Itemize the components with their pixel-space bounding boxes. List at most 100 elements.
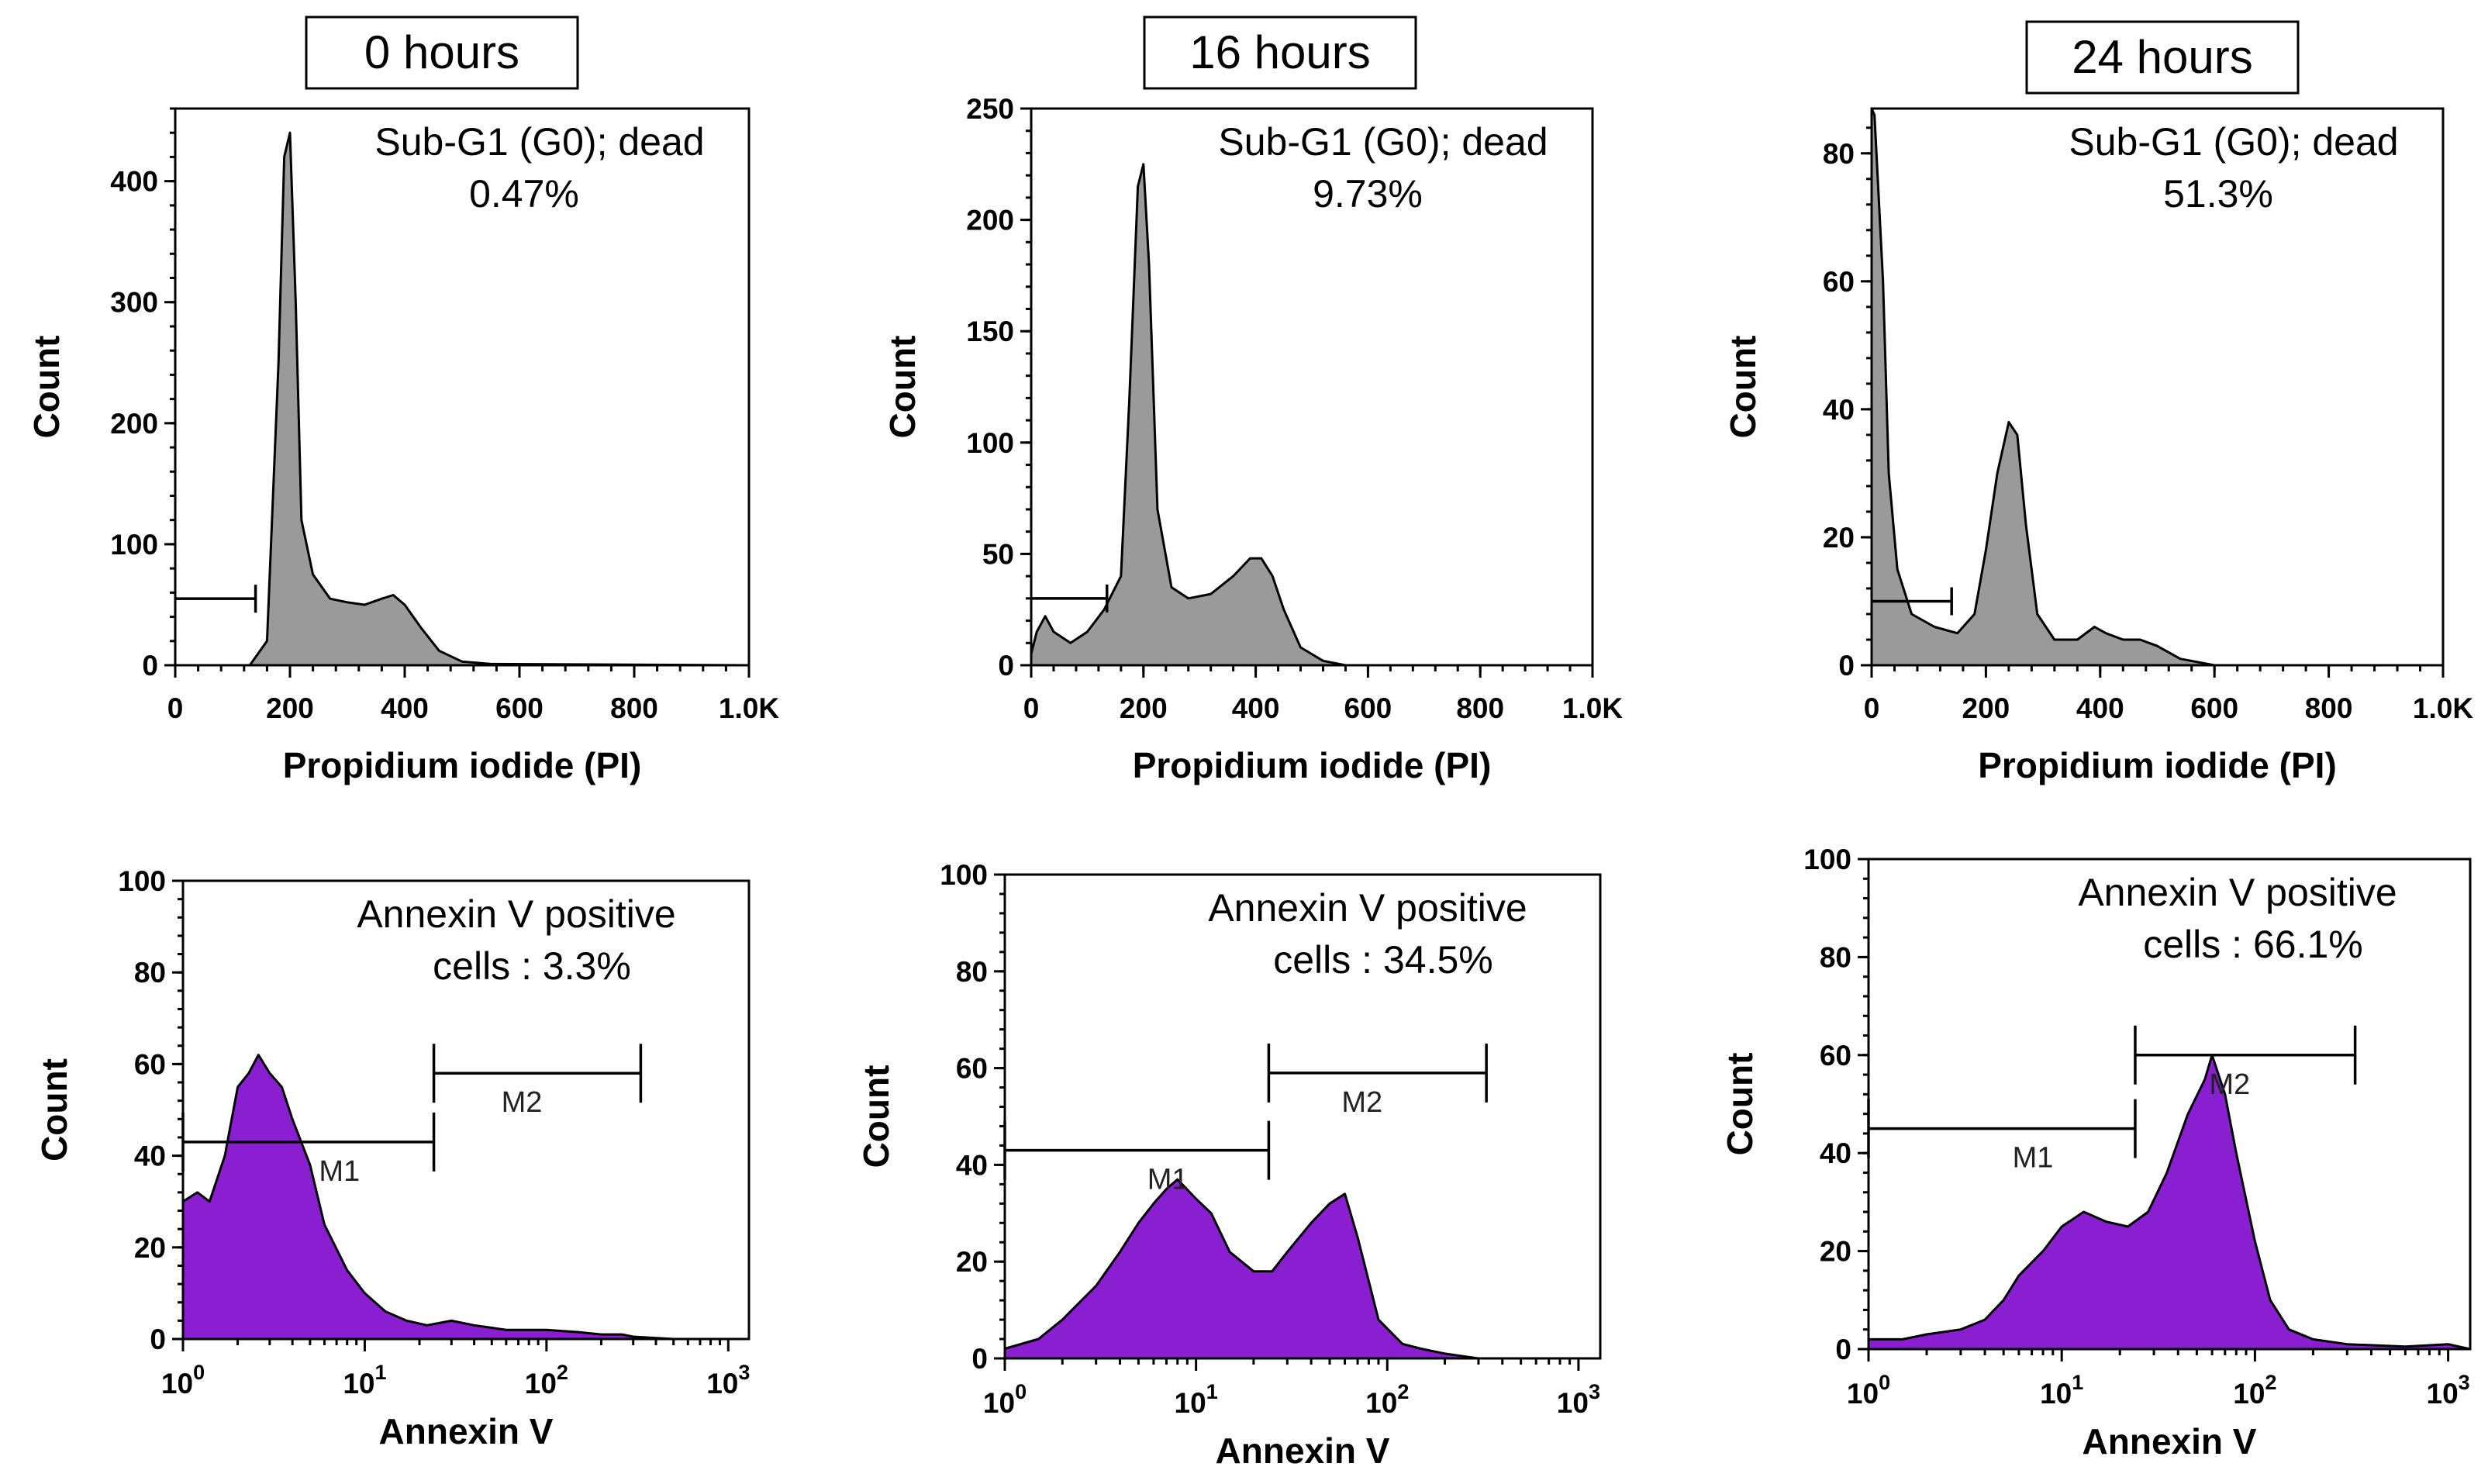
y-tick-label: 100 [1803,844,1851,875]
y-tick-label: 100 [118,865,166,897]
y-tick-label: 0 [1835,1334,1851,1365]
x-tick-label: 600 [2190,692,2238,724]
panel-top-middle: 0 50 100 150 200 250 0 200 400 600 800 1.0K Propidiu… [882,16,1623,785]
x-axis-title: Annexin V [379,1411,554,1451]
x-tick-label: 103 [2427,1371,2470,1410]
histogram-area [1870,107,2445,667]
gate-label: M2 [1341,1086,1382,1119]
histogram-area [1003,1178,1602,1360]
x-tick-base: 10 [706,1368,738,1399]
y-axis-title: Count [882,336,923,439]
annotation-title: Annexin V positive [1208,886,1527,930]
histogram-area [248,131,751,667]
x-tick-exp: 2 [1397,1380,1409,1403]
x-axis-title: Annexin V [2083,1421,2257,1462]
gate-label: M2 [2209,1068,2250,1101]
annotation-title: Sub-G1 (G0); dead [374,120,704,164]
y-tick-label: 80 [956,956,988,988]
x-tick-label: 100 [983,1380,1027,1419]
y-tick-label: 80 [1820,941,1851,973]
x-tick-label: 1.0K [1562,692,1623,724]
y-tick-label: 80 [1823,138,1855,170]
y-tick-label: 80 [134,957,166,989]
x-tick-label: 800 [1456,692,1504,724]
y-tick-label: 150 [966,316,1014,347]
x-tick-exp: 3 [2459,1371,2470,1394]
y-tick-label: 60 [134,1048,166,1080]
y-tick-label: 200 [110,408,158,440]
x-tick-label: 400 [1232,692,1280,724]
x-tick-exp: 1 [1206,1380,1218,1403]
gate-label: M1 [1147,1164,1189,1196]
x-tick-exp: 2 [2265,1371,2276,1394]
x-tick-exp: 1 [2072,1371,2083,1394]
plot-frame [174,107,751,667]
y-tick-label: 100 [110,529,158,561]
time-label-box [305,16,579,90]
y-axis-title: Count [1723,336,1763,439]
x-tick-label: 102 [525,1361,568,1399]
y-tick-label: 100 [966,427,1014,459]
gate-label: M1 [2013,1142,2054,1175]
y-axis-title: Count [856,1065,896,1168]
y-tick-label: 40 [1820,1137,1851,1169]
time-label: 0 hours [364,26,519,78]
y-tick-label: 60 [1820,1040,1851,1072]
annotation-title: Sub-G1 (G0); dead [2069,120,2398,164]
x-tick-base: 10 [983,1387,1015,1419]
x-tick-label: 101 [2040,1371,2083,1410]
x-tick-base: 10 [2233,1378,2265,1410]
x-tick-exp: 1 [374,1361,386,1384]
histogram-area [1867,1054,2472,1351]
y-axis-title: Count [34,1058,74,1161]
y-tick-label: 0 [998,650,1014,682]
y-tick-label: 40 [1823,394,1855,426]
x-tick-label: 103 [1557,1380,1600,1419]
x-axis-title: Propidium iodide (PI) [283,745,642,785]
x-axis-title: Propidium iodide (PI) [1978,745,2337,785]
x-tick-exp: 2 [557,1361,568,1384]
x-tick-label: 200 [1120,692,1168,724]
x-tick-base: 10 [2427,1378,2459,1410]
x-tick-label: 101 [1175,1380,1218,1419]
y-tick-label: 20 [1820,1236,1851,1268]
plot-frame [1870,107,2445,667]
x-tick-base: 10 [2040,1378,2072,1410]
x-tick-label: 600 [1344,692,1392,724]
y-tick-label: 300 [110,287,158,319]
annotation-title: Annexin V positive [357,892,675,936]
annotation-stat: cells : 34.5% [1273,938,1492,982]
x-tick-label: 1.0K [2413,692,2473,724]
x-tick-base: 10 [343,1368,374,1399]
x-tick-label: 400 [2076,692,2124,724]
x-tick-label: 1.0K [719,692,779,724]
y-tick-label: 100 [940,859,988,891]
y-tick-label: 400 [110,166,158,198]
x-tick-exp: 0 [1879,1371,1890,1394]
x-tick-base: 10 [1847,1378,1879,1410]
y-tick-label: 40 [956,1149,988,1181]
x-tick-base: 10 [1557,1387,1589,1419]
x-tick-label: 100 [1847,1371,1890,1410]
y-tick-label: 0 [150,1324,166,1355]
y-axis-title: Count [26,336,67,439]
x-tick-base: 10 [525,1368,557,1399]
annotation-stat: 0.47% [469,172,579,216]
x-axis-title: Annexin V [1216,1431,1390,1471]
y-tick-label: 60 [956,1053,988,1085]
annotation-title: Annexin V positive [2078,871,2397,914]
y-tick-label: 0 [971,1343,988,1375]
x-tick-label: 102 [2233,1371,2276,1410]
x-tick-label: 800 [2305,692,2353,724]
x-axis-title: Propidium iodide (PI) [1133,745,1492,785]
x-tick-label: 100 [161,1361,205,1399]
time-label-box [2025,20,2300,95]
x-tick-label: 600 [495,692,543,724]
y-tick-label: 20 [956,1246,988,1278]
x-tick-label: 800 [610,692,658,724]
histogram-area [181,1054,751,1341]
